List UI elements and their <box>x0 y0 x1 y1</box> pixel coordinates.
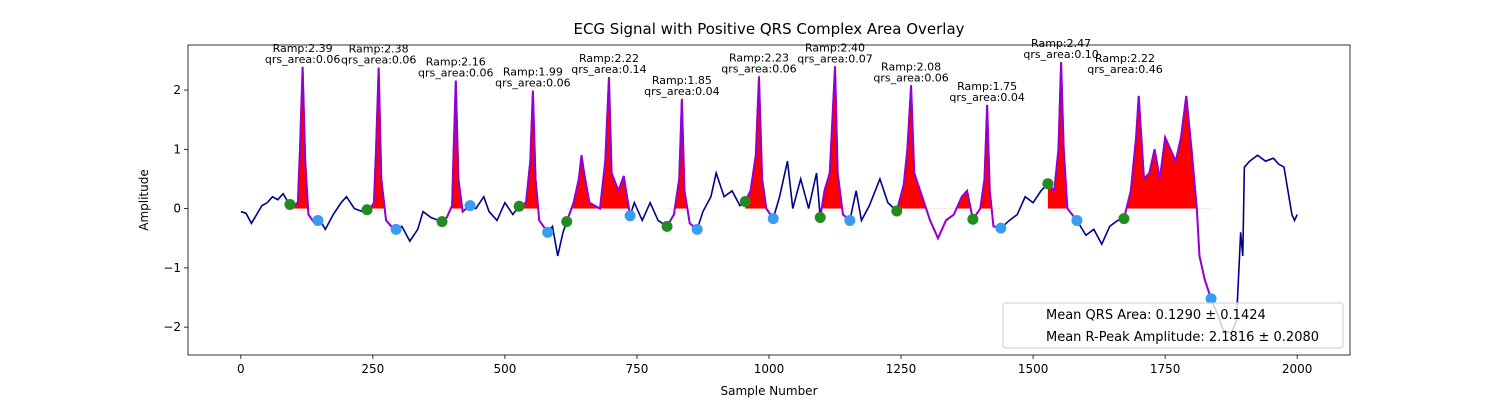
qrs-onset-dot <box>814 211 826 223</box>
peak-annotation: Ramp:2.22 <box>579 52 639 65</box>
legend-entry: Mean R-Peak Amplitude: 2.1816 ± 0.2080 <box>1046 330 1319 345</box>
y-tick-label: −1 <box>163 261 181 275</box>
peak-annotation: qrs_area:0.06 <box>265 53 340 66</box>
peak-annotation: qrs_area:0.06 <box>341 54 416 67</box>
peak-annotation: qrs_area:0.46 <box>1087 63 1162 76</box>
y-tick-label: −2 <box>163 320 181 334</box>
qrs-onset-dot <box>513 200 525 212</box>
qrs-offset-dot <box>312 214 324 226</box>
x-tick-label: 2000 <box>1282 362 1313 376</box>
qrs-offset-dot <box>691 223 703 235</box>
peak-annotation: Ramp:2.23 <box>729 51 789 64</box>
qrs-area-fill <box>370 67 385 209</box>
x-axis-label: Sample Number <box>720 384 817 398</box>
peak-annotation: qrs_area:0.04 <box>949 91 1024 104</box>
qrs-offset-dot <box>390 223 402 235</box>
peak-annotation: qrs_area:0.07 <box>797 52 872 65</box>
qrs-onset-dot <box>739 195 751 207</box>
x-tick-label: 0 <box>237 362 245 376</box>
qrs-area-fill <box>674 98 688 209</box>
qrs-line <box>666 98 698 231</box>
qrs-onset-dot <box>891 205 903 217</box>
qrs-offset-dot <box>542 226 554 238</box>
plot-area <box>240 62 1298 335</box>
qrs-offset-dot <box>464 200 476 212</box>
qrs-line <box>445 80 471 218</box>
x-tick-label: 500 <box>493 362 516 376</box>
chart-title: ECG Signal with Positive QRS Complex Are… <box>573 20 964 38</box>
qrs-line <box>1122 95 1213 300</box>
peak-annotation: qrs_area:0.10 <box>1023 48 1098 61</box>
qrs-line <box>369 67 395 231</box>
peak-annotation: Ramp:2.22 <box>1095 52 1155 65</box>
qrs-area-fill <box>897 85 971 209</box>
qrs-line <box>565 76 632 222</box>
qrs-line <box>744 76 775 220</box>
qrs-onset-dot <box>661 220 673 232</box>
peak-annotation: Ramp:1.85 <box>652 74 712 87</box>
x-tick-label: 1000 <box>754 362 785 376</box>
x-tick-label: 250 <box>361 362 384 376</box>
qrs-offset-dot <box>624 210 636 222</box>
qrs-line <box>518 90 549 233</box>
y-tick-label: 1 <box>173 142 181 156</box>
peak-annotation: qrs_area:0.06 <box>418 67 493 80</box>
x-tick-label: 1500 <box>1018 362 1049 376</box>
peak-annotation: qrs_area:0.06 <box>873 71 948 84</box>
peak-annotation: Ramp:1.99 <box>503 66 563 79</box>
peak-annotation: qrs_area:0.06 <box>495 77 570 90</box>
y-tick-label: 2 <box>173 83 181 97</box>
qrs-offset-dot <box>1205 293 1217 305</box>
qrs-onset-dot <box>284 198 296 210</box>
peak-annotation: qrs_area:0.04 <box>644 85 719 98</box>
qrs-line <box>819 66 851 222</box>
qrs-line <box>972 104 1002 230</box>
qrs-onset-dot <box>436 216 448 228</box>
qrs-onset-dot <box>561 216 573 228</box>
x-tick-label: 1750 <box>1150 362 1181 376</box>
y-axis-label: Amplitude <box>137 169 151 231</box>
peak-annotation: Ramp:2.16 <box>426 56 486 69</box>
x-tick-label: 750 <box>626 362 649 376</box>
qrs-offset-dot <box>844 214 856 226</box>
qrs-offset-dot <box>1071 214 1083 226</box>
legend-entry: Mean QRS Area: 0.1290 ± 0.1424 <box>1046 308 1266 323</box>
x-tick-label: 1250 <box>886 362 917 376</box>
peak-annotation: qrs_area:0.14 <box>571 63 646 76</box>
qrs-area-fill <box>1047 62 1068 209</box>
qrs-onset-dot <box>1118 213 1130 225</box>
legend-box <box>1002 302 1344 349</box>
y-tick-label: 0 <box>173 202 181 216</box>
qrs-line <box>895 85 974 241</box>
peak-annotation: Ramp:2.38 <box>349 43 409 56</box>
peak-annotation: Ramp:2.08 <box>881 60 941 73</box>
qrs-line <box>293 66 316 224</box>
qrs-area-fill <box>571 77 629 209</box>
peak-annotation: Ramp:1.75 <box>957 80 1017 93</box>
peak-annotation: Ramp:2.40 <box>805 41 865 54</box>
peak-annotation: qrs_area:0.06 <box>721 62 796 75</box>
qrs-line <box>1047 62 1078 222</box>
qrs-offset-dot <box>995 222 1007 234</box>
qrs-onset-dot <box>361 204 373 216</box>
qrs-onset-dot <box>1042 178 1054 190</box>
qrs-onset-dot <box>967 213 979 225</box>
peak-annotation: Ramp:2.47 <box>1031 37 1091 50</box>
qrs-offset-dot <box>767 213 779 225</box>
peak-annotation: Ramp:2.39 <box>273 42 333 55</box>
